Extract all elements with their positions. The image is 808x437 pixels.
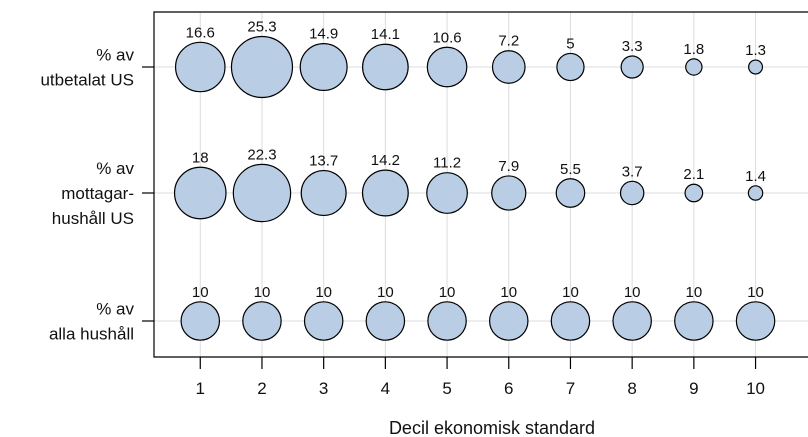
bubble	[230, 35, 294, 99]
data-label: 13.7	[309, 153, 338, 170]
bubble	[427, 301, 467, 341]
data-label: 25.3	[247, 19, 276, 36]
bubble	[747, 185, 764, 201]
x-tick-label: 7	[566, 379, 575, 398]
y-tick-label: hushåll US	[52, 209, 134, 228]
data-label: 22.3	[247, 146, 276, 163]
x-tick-label: 1	[196, 379, 205, 398]
x-tick-label: 9	[689, 379, 698, 398]
data-label: 10	[315, 284, 332, 301]
data-label: 10	[377, 284, 394, 301]
bubble	[685, 58, 703, 76]
bubble	[174, 41, 226, 93]
bubble	[299, 42, 348, 92]
bubble	[612, 301, 652, 341]
bubble	[491, 175, 527, 211]
data-label: 5	[566, 35, 574, 52]
data-label: 10	[254, 284, 271, 301]
data-label: 3.3	[622, 38, 643, 55]
y-tick-label: mottagar-	[61, 184, 134, 203]
data-label: 10	[439, 284, 456, 301]
y-tick-label: % av	[96, 159, 134, 178]
bubble	[361, 169, 409, 217]
data-label: 5.5	[560, 161, 581, 178]
bubble-series: 10 10 10 10 10 10 10 10 10 10	[180, 284, 776, 341]
bubble	[232, 163, 292, 223]
bubble	[684, 183, 704, 203]
data-label: 1.3	[745, 42, 766, 59]
data-label: 7.9	[498, 158, 519, 175]
data-label: 10.6	[432, 29, 461, 46]
data-label: 10	[624, 284, 641, 301]
bubble	[735, 301, 776, 341]
bubble	[361, 43, 409, 91]
bubble	[426, 46, 468, 88]
y-tick-label: % av	[96, 300, 134, 319]
bubble	[173, 166, 227, 220]
y-tick-label: alla hushåll	[49, 325, 134, 344]
bubble	[488, 301, 529, 341]
data-label: 2.1	[683, 166, 704, 183]
data-label: 3.7	[622, 163, 643, 180]
x-tick-label: 6	[504, 379, 513, 398]
data-label: 10	[747, 284, 764, 301]
bubble	[674, 301, 714, 341]
x-tick-label: 5	[442, 379, 451, 398]
bubble	[303, 301, 344, 341]
bubble-series: 16.6 25.3 14.9 14.1 10.6 7.2 5 3.3 1.8 1.3	[174, 19, 766, 99]
bubble	[748, 59, 764, 75]
x-tick-label: 10	[746, 379, 765, 398]
data-label: 14.1	[371, 26, 400, 43]
bubble	[550, 301, 591, 341]
bubble	[556, 52, 585, 82]
y-axis: % av utbetalat US % av mottagar-hushåll US%…	[40, 46, 154, 344]
data-label: 16.6	[186, 24, 215, 41]
data-label: 10	[192, 284, 209, 301]
data-label: 1.8	[683, 41, 704, 58]
data-label: 1.4	[745, 168, 766, 185]
x-tick-label: 4	[381, 379, 390, 398]
data-label: 10	[562, 284, 579, 301]
bubble-series: 18 22.3 13.7 14.2 11.2 7.9 5.5 3.7 2.1 1.4	[173, 146, 766, 223]
data-label: 7.2	[498, 33, 519, 50]
data-label: 10	[500, 284, 517, 301]
bubble	[180, 301, 221, 341]
data-label: 14.9	[309, 26, 338, 43]
plot-frame	[153, 11, 808, 358]
x-axis-title: Decil ekonomisk standard	[389, 418, 595, 437]
data-label: 14.2	[371, 152, 400, 169]
bubble	[619, 180, 645, 206]
x-tick-label: 8	[627, 379, 636, 398]
bubble	[426, 172, 468, 214]
bubble	[300, 169, 347, 217]
data-label: 10	[686, 284, 703, 301]
data-label: 18	[192, 149, 209, 166]
bubble	[620, 55, 644, 79]
bubble	[555, 178, 586, 208]
y-tick-label: % av	[96, 46, 134, 65]
bubble	[242, 301, 282, 341]
x-axis: 1 2 3 4 5 6 7 8 9 10	[196, 357, 765, 398]
x-tick-label: 2	[257, 379, 266, 398]
data-label: 11.2	[433, 155, 461, 172]
bubble	[491, 50, 526, 84]
y-tick-label: utbetalat US	[40, 71, 134, 90]
x-tick-label: 3	[319, 379, 328, 398]
bubble	[365, 301, 406, 341]
